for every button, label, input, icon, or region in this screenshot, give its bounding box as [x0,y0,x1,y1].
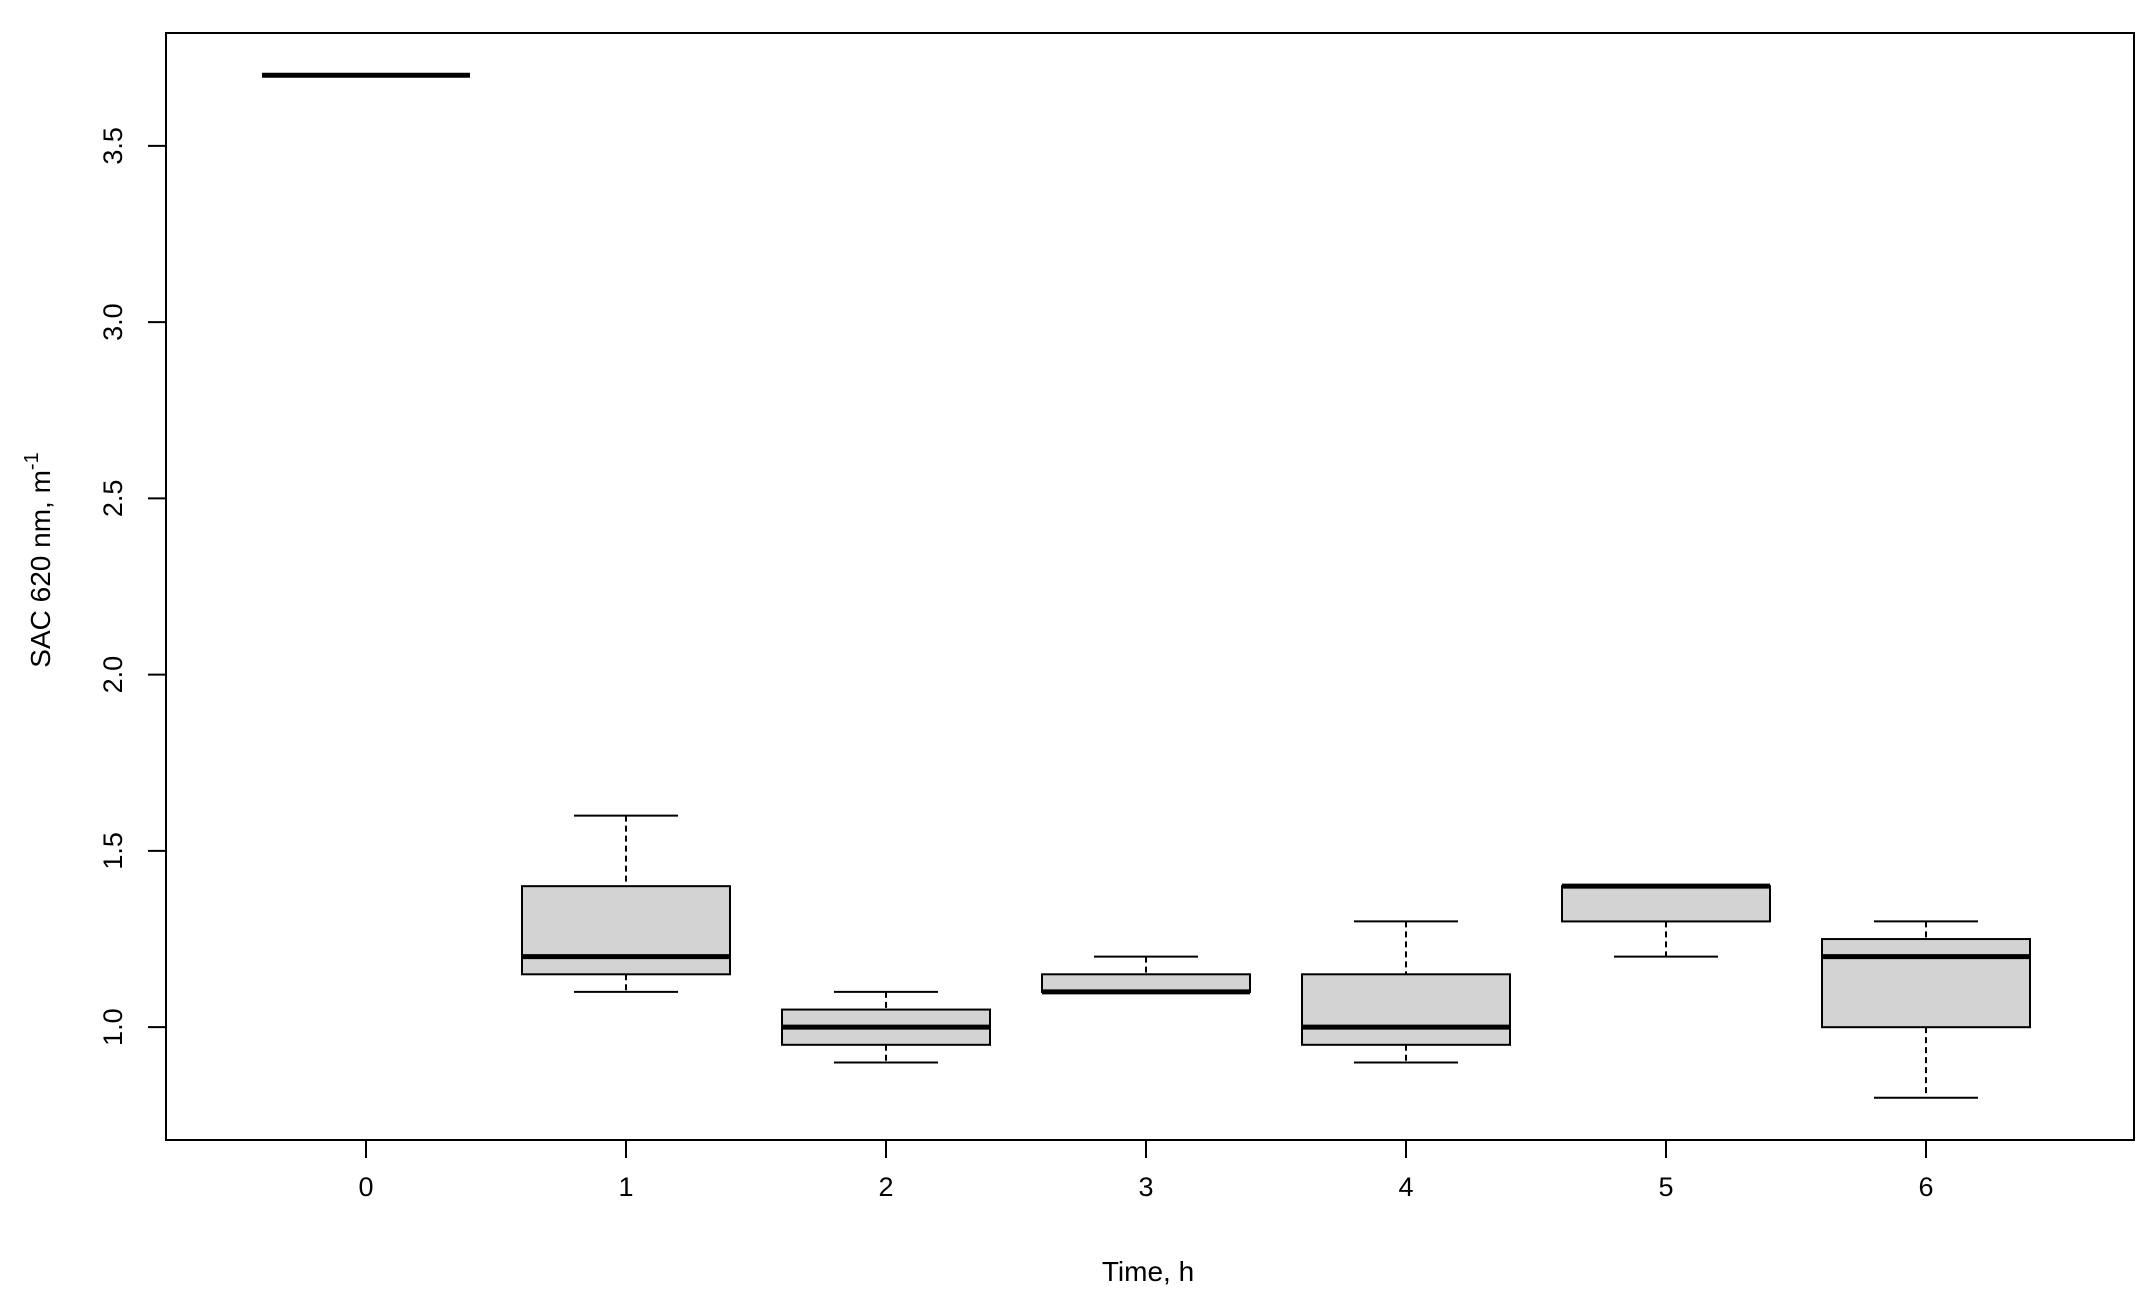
box-3 [1041,973,1251,993]
box-1 [521,885,731,976]
box-group-5 [1561,883,1771,958]
x-axis-title: Time, h [1102,1256,1194,1287]
y-tick-label-3.5: 3.5 [98,127,128,165]
x-tick-label-2: 2 [878,1172,893,1202]
x-tick-label-0: 0 [358,1172,373,1202]
y-tick-label-2.5: 2.5 [98,480,128,518]
box-group-3 [1041,955,1251,995]
y-axis: 1.0 1.5 2.0 2.5 3.0 3.5 [98,127,167,1046]
x-tick-label-3: 3 [1138,1172,1153,1202]
y-tick-label-3.0: 3.0 [98,303,128,341]
y-axis-title: SAC 620 nm, m-1 [21,452,56,667]
box-group-4 [1301,920,1511,1064]
y-tick-label-1.0: 1.0 [98,1008,128,1046]
chart-marks [262,72,2031,1099]
box-group-2 [781,990,991,1064]
x-tick-label-6: 6 [1918,1172,1933,1202]
box-5 [1561,885,1771,923]
box-group-1 [521,814,731,993]
y-axis-title-main: SAC 620 nm, m [25,470,56,668]
y-tick-label-2.0: 2.0 [98,656,128,694]
box-6 [1821,938,2031,1029]
x-axis: 0 1 2 3 4 5 6 [358,1139,1934,1202]
box-group-6 [1821,920,2031,1099]
x-tick-label-4: 4 [1398,1172,1413,1202]
y-tick-label-1.5: 1.5 [98,832,128,870]
x-tick-label-5: 5 [1658,1172,1673,1202]
box-4 [1301,973,1511,1046]
y-axis-title-superscript: -1 [21,452,43,470]
x-tick-label-1: 1 [618,1172,633,1202]
